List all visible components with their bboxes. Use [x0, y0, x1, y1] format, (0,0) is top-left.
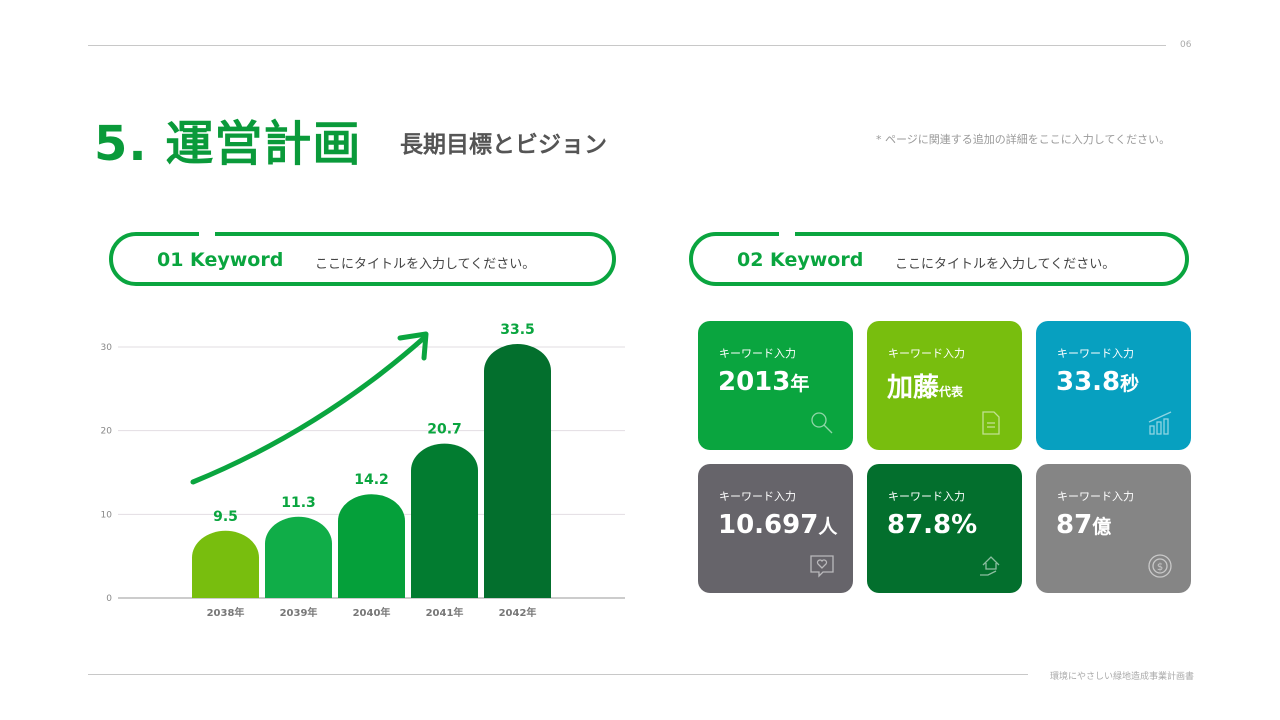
y-tick-label: 30 [101, 343, 113, 353]
x-tick-label: 2039年 [280, 606, 318, 619]
card-label: キーワード入力 [1057, 490, 1134, 503]
card-value-wrap: 加藤代表 [887, 367, 963, 404]
x-tick-label: 2041年 [426, 606, 464, 619]
card-value-wrap: 87億 [1056, 510, 1111, 540]
section-title: ここにタイトルを入力してください。 [315, 257, 536, 272]
bar [265, 516, 332, 598]
card-label: キーワード入力 [719, 490, 796, 503]
bar [192, 530, 259, 598]
data-label: 33.5 [500, 322, 535, 338]
keyword-card: キーワード入力 87億 $ [1036, 464, 1191, 593]
bar [411, 443, 478, 598]
bar [484, 344, 551, 598]
pill-gap [779, 231, 795, 237]
growth-chart-icon [1148, 411, 1172, 435]
svg-text:$: $ [1157, 562, 1163, 573]
footer-divider [88, 674, 1028, 675]
y-tick-label: 20 [101, 427, 113, 437]
card-unit: 億 [1092, 516, 1112, 538]
keyword-card: キーワード入力 33.8秒 [1036, 321, 1191, 450]
y-tick-label: 0 [106, 594, 112, 604]
card-value: 87.8% [887, 510, 978, 540]
bar-chart: 0 10 20 30 9.5 2038年 11.3 2039年 14.2 2040年 20.7 204… [101, 322, 625, 619]
keyword-card: キーワード入力 87.8% [867, 464, 1022, 593]
card-value-wrap: 87.8% [887, 510, 977, 540]
x-tick-label: 2042年 [499, 606, 537, 619]
card-unit: 代表 [939, 385, 964, 399]
keyword-card: キーワード入力 加藤代表 [867, 321, 1022, 450]
card-value: 2013 [718, 367, 791, 397]
card-value: 加藤 [887, 373, 940, 403]
data-label: 11.3 [281, 495, 316, 511]
x-tick-label: 2040年 [353, 606, 391, 619]
bar [338, 494, 405, 598]
card-value-wrap: 2013年 [718, 367, 809, 397]
data-label: 14.2 [354, 472, 389, 488]
keyword-card: キーワード入力 10.697人 [698, 464, 853, 593]
page-title: 5. 運営計画 [94, 116, 362, 172]
y-tick-label: 10 [101, 510, 113, 520]
trend-arrow [190, 334, 428, 485]
card-label: キーワード入力 [888, 490, 965, 503]
page-note: * ページに関連する追加の詳細をここに入力してください。 [876, 133, 1171, 146]
keyword-card: キーワード入力 2013年 [698, 321, 853, 450]
card-label: キーワード入力 [719, 347, 796, 360]
section-keyword: 01 Keyword [157, 249, 284, 271]
card-unit: 人 [818, 516, 838, 538]
document-icon [982, 411, 1000, 435]
coin-icon: $ [1148, 554, 1172, 578]
card-unit: 秒 [1120, 373, 1140, 395]
card-label: キーワード入力 [888, 347, 965, 360]
x-tick-label: 2038年 [207, 606, 245, 619]
section-keyword: 02 Keyword [737, 249, 864, 271]
header-divider [88, 45, 1166, 46]
heart-message-icon [810, 555, 834, 578]
section-title: ここにタイトルを入力してください。 [895, 257, 1116, 272]
card-value: 87 [1056, 510, 1093, 540]
search-icon [811, 412, 833, 434]
footer-text: 環境にやさしい緑地造成事業計画書 [1050, 672, 1195, 682]
section-header-1: 01 Keyword ここにタイトルを入力してください。 [109, 231, 616, 286]
card-value: 33.8 [1056, 367, 1121, 397]
data-label: 9.5 [213, 509, 238, 525]
house-hand-icon [980, 556, 1000, 576]
pill-gap [199, 231, 215, 237]
card-value: 10.697 [718, 510, 819, 540]
section-header-2: 02 Keyword ここにタイトルを入力してください。 [689, 231, 1189, 286]
page-subtitle: 長期目標とビジョン [400, 132, 607, 158]
card-unit: 年 [790, 373, 810, 395]
data-label: 20.7 [427, 422, 462, 438]
page-number: 06 [1180, 40, 1192, 50]
card-value-wrap: 33.8秒 [1056, 367, 1139, 397]
card-label: キーワード入力 [1057, 347, 1134, 360]
trend-arrow-head [397, 331, 429, 361]
card-value-wrap: 10.697人 [718, 510, 837, 540]
